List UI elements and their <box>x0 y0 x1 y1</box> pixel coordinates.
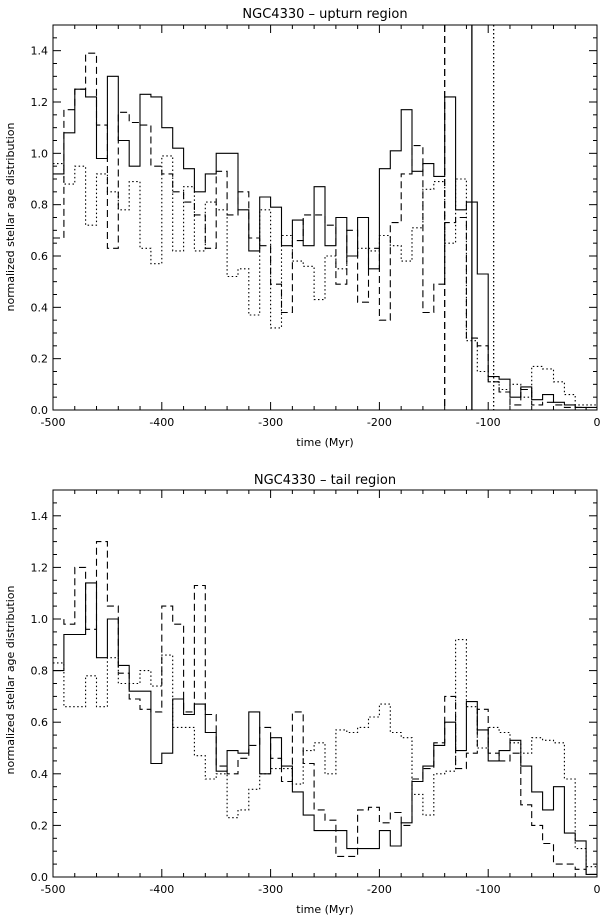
tail-panel-xtick-label: -500 <box>41 883 66 896</box>
upturn-panel-xtick-label: -100 <box>476 416 501 429</box>
upturn-panel-xtick-label: 0 <box>594 416 600 429</box>
upturn-panel-ytick-label: 0.4 <box>31 301 49 314</box>
tail-panel-ylabel: normalized stellar age distribution <box>4 585 17 774</box>
upturn-panel-ytick-label: 1.0 <box>31 147 49 160</box>
tail-panel-series-dotted <box>53 639 597 868</box>
upturn-panel-ytick-label: 0.6 <box>31 250 49 263</box>
tail-panel-series-dashed <box>53 541 597 875</box>
tail-panel-series-solid <box>53 582 597 875</box>
tail-panel: NGC4330 – tail region time (Myr) normali… <box>4 473 600 916</box>
tail-panel-xtick-label: -100 <box>476 883 501 896</box>
upturn-panel-xtick-label: -300 <box>258 416 283 429</box>
tail-panel-title: NGC4330 – tail region <box>254 473 396 488</box>
upturn-panel-title: NGC4330 – upturn region <box>242 7 407 22</box>
tail-panel-xtick-label: 0 <box>594 883 600 896</box>
tail-panel-xtick-label: -400 <box>149 883 174 896</box>
tail-panel-ytick-label: 0.8 <box>31 665 49 678</box>
tail-panel-ytick-label: 1.0 <box>31 613 49 626</box>
upturn-panel-ytick-label: 0.0 <box>31 404 49 417</box>
upturn-panel-xtick-label: -500 <box>41 416 66 429</box>
upturn-panel-ylabel: normalized stellar age distribution <box>4 122 17 311</box>
tail-panel-ytick-label: 0.4 <box>31 768 49 781</box>
upturn-panel-series-dashed <box>53 52 597 411</box>
tail-panel-ytick-label: 0.2 <box>31 819 49 832</box>
upturn-panel-ytick-label: 1.4 <box>31 45 49 58</box>
upturn-panel-ytick-label: 1.2 <box>31 96 49 109</box>
tail-panel-ytick-label: 1.4 <box>31 510 49 523</box>
tail-panel-xtick-label: -200 <box>367 883 392 896</box>
upturn-panel-xtick-label: -200 <box>367 416 392 429</box>
tail-panel-ytick-label: 0.6 <box>31 716 49 729</box>
upturn-panel-series-solid <box>53 75 597 408</box>
tail-panel-xtick-label: -300 <box>258 883 283 896</box>
tail-panel-ytick-label: 0.0 <box>31 871 49 884</box>
upturn-panel: NGC4330 – upturn region time (Myr) norma… <box>4 7 600 449</box>
upturn-panel-ytick-label: 0.8 <box>31 199 49 212</box>
tail-panel-xlabel: time (Myr) <box>296 903 353 916</box>
tail-panel-ytick-label: 1.2 <box>31 561 49 574</box>
upturn-panel-xlabel: time (Myr) <box>296 436 353 449</box>
upturn-panel-ytick-label: 0.2 <box>31 353 49 366</box>
upturn-panel-xtick-label: -400 <box>149 416 174 429</box>
